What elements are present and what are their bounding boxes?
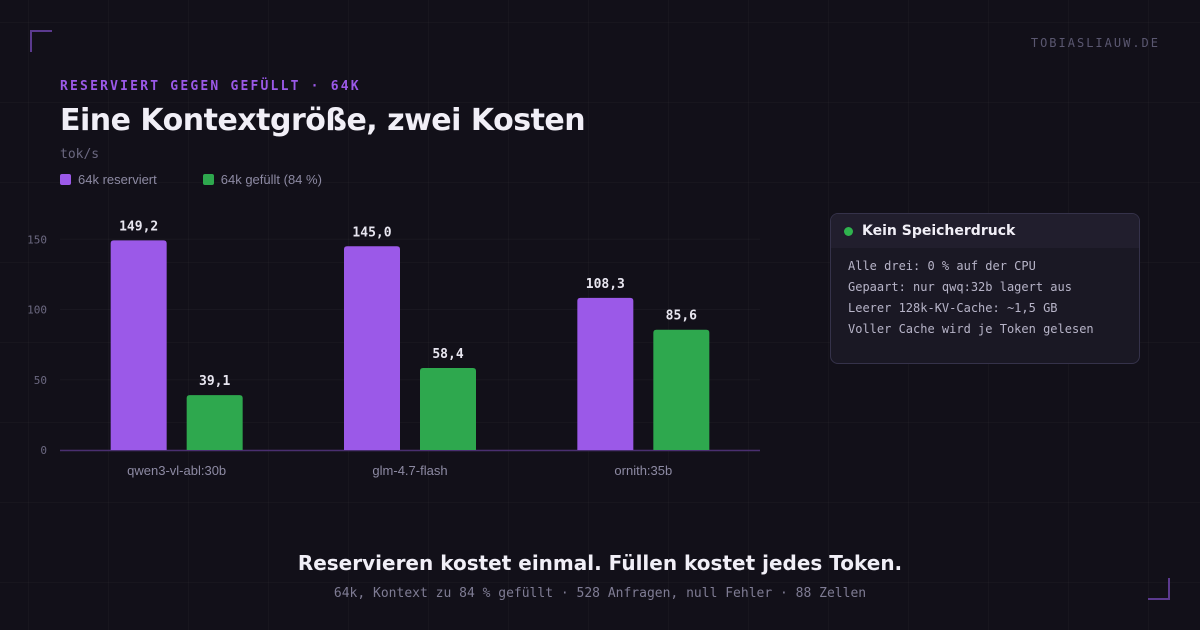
- y-tick-label-50: 50: [34, 374, 47, 387]
- bar-value-label-qwen3-vl-abl-30b-reserved: 149,2: [119, 219, 158, 234]
- info-card: Kein Speicherdruck Alle drei: 0 % auf de…: [830, 213, 1140, 364]
- chart-legend: 64k reserviert 64k gefüllt (84 %): [60, 172, 322, 187]
- y-tick-label-150: 150: [27, 233, 47, 246]
- info-card-title: Kein Speicherdruck: [862, 223, 1016, 239]
- x-tick-label-qwen3-vl-abl-30b: qwen3-vl-abl:30b: [127, 463, 226, 478]
- legend-item-filled: 64k gefüllt (84 %): [202, 172, 322, 187]
- footer-subline: 64k, Kontext zu 84 % gefüllt · 528 Anfra…: [333, 586, 867, 601]
- footer-headline: Reservieren kostet einmal. Füllen kostet…: [297, 551, 903, 575]
- y-axis-unit: tok/s: [60, 147, 100, 162]
- legend-swatch-filled: [202, 174, 214, 185]
- x-tick-label-ornith-35b: ornith:35b: [614, 463, 672, 478]
- info-card-header: Kein Speicherdruck: [831, 214, 1139, 248]
- legend-label-filled: 64k gefüllt (84 %): [220, 172, 322, 187]
- bar-value-label-glm-4-7-flash-reserved: 145,0: [352, 225, 391, 240]
- info-card-line: Leerer 128k-KV-Cache: ~1,5 GB: [848, 301, 1058, 315]
- bar-chart: 0 50 100 150 149,2 39,1 qwen3-vl-abl:30b 145,0 5…: [27, 219, 760, 478]
- brand-label: TOBIASLIAUW.DE: [1030, 36, 1160, 50]
- corner-mark-bottom-right: [1148, 578, 1170, 600]
- legend-item-reserved: 64k reserviert: [60, 172, 157, 187]
- eyebrow-label: RESERVIERT GEGEN GEFÜLLT · 64K: [60, 79, 361, 94]
- bar-qwen3-vl-abl-30b-reserved: [110, 240, 167, 450]
- legend-label-reserved: 64k reserviert: [78, 172, 157, 187]
- corner-mark-top-left: [30, 30, 52, 52]
- info-card-body: Alle drei: 0 % auf der CPU Gepaart: nur …: [831, 248, 1139, 340]
- info-card-line: Voller Cache wird je Token gelesen: [848, 322, 1094, 336]
- info-card-line: Alle drei: 0 % auf der CPU: [848, 259, 1036, 273]
- bar-glm-4-7-flash-filled: [420, 367, 476, 450]
- bar-ornith-35b-filled: [653, 329, 710, 450]
- bar-ornith-35b-reserved: [577, 297, 634, 450]
- bar-value-label-ornith-35b-filled: 85,6: [666, 309, 697, 324]
- status-dot-icon: [844, 226, 853, 236]
- bar-qwen3-vl-abl-30b-filled: [186, 395, 243, 450]
- bar-value-label-ornith-35b-reserved: 108,3: [586, 277, 625, 292]
- x-tick-label-glm-4-7-flash: glm-4.7-flash: [372, 463, 447, 478]
- y-tick-label-0: 0: [40, 444, 47, 457]
- y-tick-label-100: 100: [27, 304, 47, 317]
- page-title: Eine Kontextgröße, zwei Kosten: [60, 103, 586, 138]
- bar-glm-4-7-flash-reserved: [344, 246, 400, 450]
- legend-swatch-reserved: [60, 174, 71, 185]
- bar-value-label-qwen3-vl-abl-30b-filled: 39,1: [199, 374, 230, 389]
- info-card-line: Gepaart: nur qwq:32b lagert aus: [848, 280, 1072, 294]
- bar-value-label-glm-4-7-flash-filled: 58,4: [432, 347, 463, 362]
